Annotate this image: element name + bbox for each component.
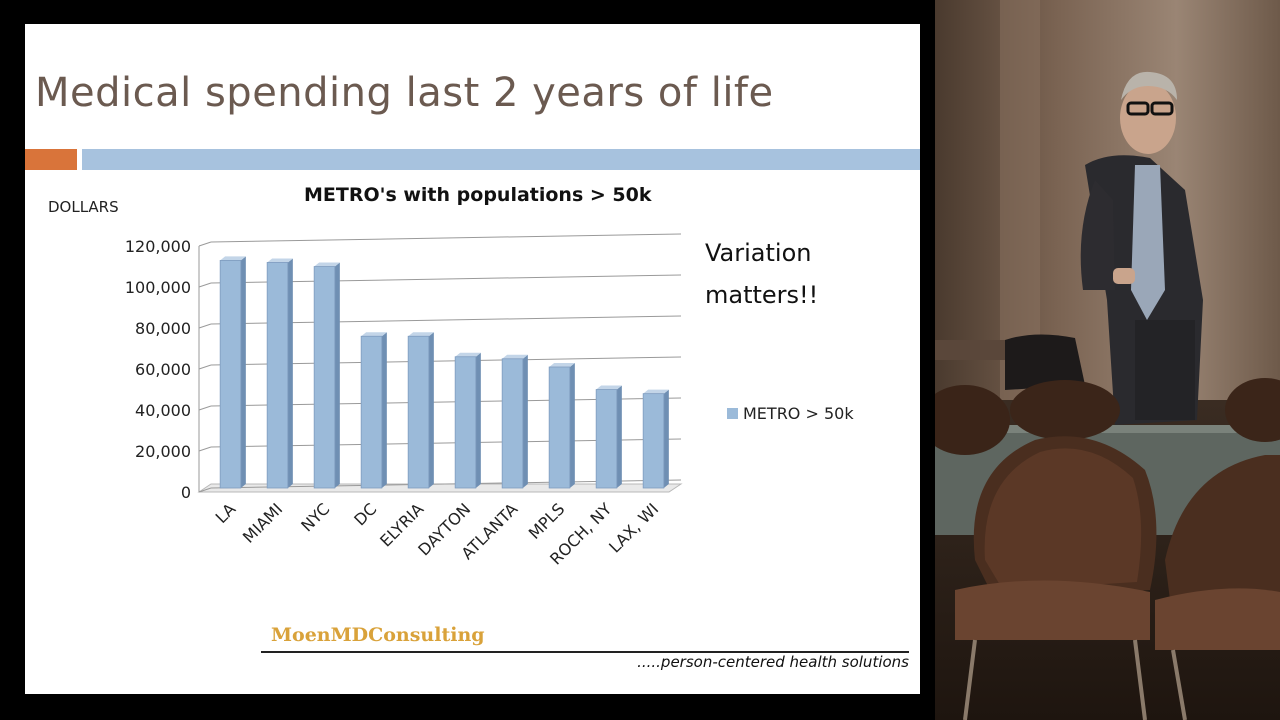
bar-side xyxy=(616,385,622,488)
presenter-room-image xyxy=(935,0,1280,720)
legend-label: METRO > 50k xyxy=(743,404,854,423)
annotation-line-2: matters!! xyxy=(705,281,819,309)
bar-side xyxy=(663,389,669,488)
y-tick-label: 80,000 xyxy=(135,319,191,338)
y-tick-label: 0 xyxy=(181,483,191,502)
gridline xyxy=(210,233,682,243)
bar-front xyxy=(266,262,289,489)
bar-atlanta xyxy=(501,354,528,489)
chart-legend: METRO > 50k xyxy=(727,404,854,423)
bar-mpls xyxy=(548,363,575,489)
gridline-side xyxy=(198,487,212,493)
x-tick-label: NYC xyxy=(297,499,333,535)
bar-side xyxy=(381,332,387,488)
y-tick-label: 60,000 xyxy=(135,360,191,379)
bar-front xyxy=(642,393,665,489)
y-tick-label: 20,000 xyxy=(135,442,191,461)
accent-bar-blue xyxy=(82,149,920,170)
legend-swatch xyxy=(727,408,738,419)
bar-side xyxy=(287,258,293,488)
bar-top xyxy=(502,354,528,359)
bar-dayton xyxy=(454,352,481,489)
accent-bar-orange xyxy=(25,149,77,170)
bar-front xyxy=(360,335,383,489)
bar-side xyxy=(240,256,246,488)
bar-side xyxy=(334,262,340,488)
y-tick-label: 100,000 xyxy=(125,278,191,297)
bar-side xyxy=(428,332,434,488)
bar-top xyxy=(455,352,481,357)
gridline-side xyxy=(198,446,212,452)
gridline-side xyxy=(198,364,212,370)
gridline-side xyxy=(198,323,212,329)
x-tick-label: MPLS xyxy=(525,499,569,543)
y-tick-label: 120,000 xyxy=(125,237,191,256)
bar-top xyxy=(549,363,575,367)
bar-top xyxy=(314,262,340,267)
gridline-side xyxy=(198,282,212,288)
bar-front xyxy=(407,335,430,489)
bar-top xyxy=(220,256,246,261)
brand-logo-text: MoenMDConsulting xyxy=(271,624,485,646)
bar-top xyxy=(267,258,293,263)
bar-top xyxy=(361,332,387,337)
presenter-photo xyxy=(935,0,1280,720)
y-axis-unit-label: DOLLARS xyxy=(48,198,119,216)
chart-title: METRO's with populations > 50k xyxy=(304,184,652,206)
bar-side xyxy=(522,354,528,488)
bar-nyc xyxy=(313,262,340,489)
bar-roch-ny xyxy=(595,385,622,489)
slide-title: Medical spending last 2 years of life xyxy=(35,70,774,116)
gridline-side xyxy=(198,405,212,411)
annotation-line-1: Variation xyxy=(705,239,812,267)
y-tick-label: 40,000 xyxy=(135,401,191,420)
presentation-slide: Medical spending last 2 years of life ME… xyxy=(25,24,920,694)
brand-divider xyxy=(261,651,909,653)
bar-front xyxy=(454,356,477,489)
gridline-side xyxy=(198,241,212,247)
bar-top xyxy=(643,389,669,394)
bar-lax-wi xyxy=(642,389,669,489)
x-tick-label: LAX, WI xyxy=(605,499,662,556)
bar-top xyxy=(596,385,622,390)
bar-la xyxy=(219,256,246,489)
x-tick-label: DC xyxy=(350,499,380,529)
bar-chart: 0 20,000 40,000 60,000 80,000 100,000 120,000 L… xyxy=(125,233,683,569)
bar-front xyxy=(548,366,571,489)
x-tick-label: MIAMI xyxy=(239,499,286,546)
x-tick-label: LA xyxy=(212,499,240,527)
bar-miami xyxy=(266,258,293,489)
brand-tagline: .....person-centered health solutions xyxy=(637,653,909,671)
bar-dc xyxy=(360,332,387,489)
bar-side xyxy=(475,352,481,488)
bar-elyria xyxy=(407,332,434,489)
annotation-text: Variation matters!! xyxy=(705,232,818,316)
bar-front xyxy=(501,358,524,489)
bar-side xyxy=(569,363,575,488)
bar-front xyxy=(313,266,336,489)
bar-front xyxy=(595,389,618,489)
bar-top xyxy=(408,332,434,337)
bar-front xyxy=(219,259,242,489)
